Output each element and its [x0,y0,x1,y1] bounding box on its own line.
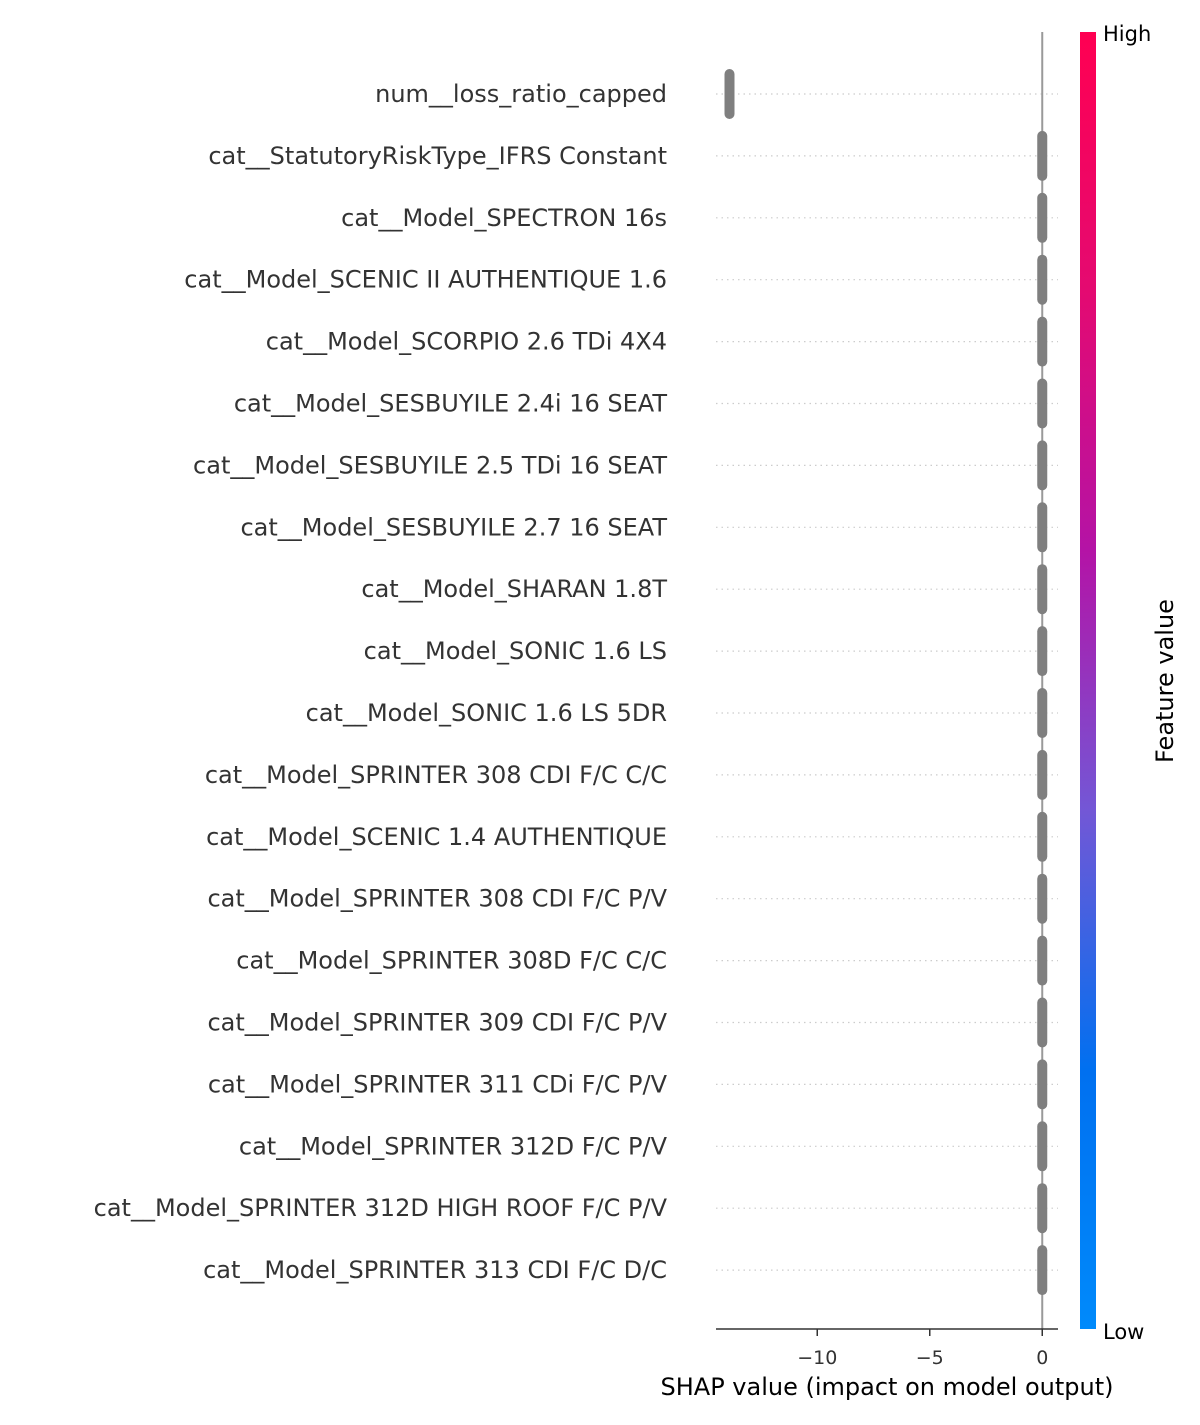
feature-label: cat__Model_SESBUYILE 2.5 TDi 16 SEAT [193,451,667,479]
feature-label: cat__Model_SCENIC II AUTHENTIQUE 1.6 [184,266,667,294]
x-tick-label: −5 [916,1347,944,1369]
x-axis-title: SHAP value (impact on model output) [661,1373,1114,1401]
colorbar [1080,32,1096,1329]
feature-label: cat__Model_SCORPIO 2.6 TDi 4X4 [266,328,667,356]
feature-label: cat__Model_SPECTRON 16s [341,204,667,232]
feature-label: cat__Model_SPRINTER 313 CDI F/C D/C [203,1256,667,1284]
feature-label: cat__Model_SONIC 1.6 LS [364,637,667,665]
feature-label: cat__Model_SPRINTER 308D F/C C/C [236,947,667,975]
feature-label: cat__Model_SESBUYILE 2.7 16 SEAT [240,513,667,541]
colorbar-high-label: High [1103,22,1151,46]
feature-label: cat__Model_SPRINTER 312D HIGH ROOF F/C P… [94,1194,668,1222]
x-axis: −10 −5 0 [716,1328,1058,1369]
x-tick-label: −10 [797,1347,837,1369]
feature-label: cat__Model_SPRINTER 308 CDI F/C C/C [205,761,667,789]
feature-label: cat__StatutoryRiskType_IFRS Constant [208,142,667,170]
colorbar-low-label: Low [1103,1320,1144,1344]
colorbar-title: Feature value [1151,599,1179,763]
feature-labels: num__loss_ratio_capped cat__StatutoryRisk… [94,80,668,1284]
x-tick-label: 0 [1036,1347,1048,1369]
feature-label: cat__Model_SPRINTER 308 CDI F/C P/V [207,885,667,913]
row-guides [716,93,1058,1271]
feature-label: cat__Model_SPRINTER 309 CDI F/C P/V [207,1009,667,1037]
shap-points [724,69,1048,1296]
feature-label: cat__Model_SHARAN 1.8T [361,575,667,603]
feature-label: num__loss_ratio_capped [375,80,667,108]
feature-label: cat__Model_SONIC 1.6 LS 5DR [306,699,667,727]
feature-label: cat__Model_SESBUYILE 2.4i 16 SEAT [234,390,668,418]
feature-label: cat__Model_SPRINTER 311 CDi F/C P/V [208,1070,668,1098]
feature-label: cat__Model_SPRINTER 312D F/C P/V [239,1132,668,1160]
feature-label: cat__Model_SCENIC 1.4 AUTHENTIQUE [206,823,667,851]
